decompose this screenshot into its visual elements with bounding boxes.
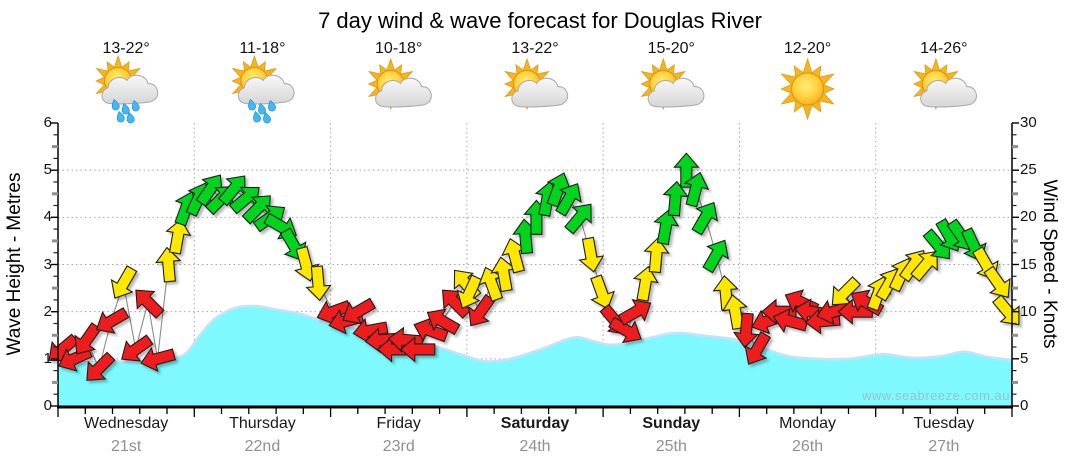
wind-arrow [744, 331, 772, 365]
wave-height-tick-label: 3 [43, 255, 52, 273]
wind-arrow [135, 289, 165, 319]
wind-arrow [691, 201, 719, 236]
wind-speed-tick-label: 0 [1020, 397, 1029, 414]
wind-speed-tick-label: 15 [1020, 255, 1037, 273]
wind-arrow [643, 237, 670, 274]
day-date-label: 26th [791, 438, 824, 455]
day-name-label: Tuesday [913, 415, 975, 432]
wave-height-tick-label: 1 [43, 349, 52, 367]
wind-arrow [653, 209, 680, 246]
day-date-label: 21st [111, 438, 142, 455]
wind-arrow [86, 351, 116, 381]
wind-arrow [95, 307, 130, 334]
wind-arrow [564, 203, 592, 235]
wind-arrow [74, 322, 102, 355]
wind-arrow [617, 299, 652, 326]
day-name-label: Wednesday [84, 415, 169, 432]
wind-arrow [555, 183, 582, 217]
day-date-label: 22nd [244, 438, 281, 455]
wave-height-tick-label: 4 [43, 208, 52, 226]
wind-arrow [983, 265, 1011, 299]
wind-speed-tick-label: 5 [1020, 349, 1029, 367]
wave-height-tick-label: 5 [43, 161, 52, 179]
sun-cloud-icon [912, 57, 977, 111]
wind-arrow [399, 336, 436, 363]
wind-arrow [590, 274, 616, 310]
day-name-label: Thursday [229, 415, 296, 432]
wind-arrow [673, 152, 700, 188]
wind-arrow [702, 239, 729, 274]
wind-speed-tick-label: 20 [1020, 208, 1037, 226]
axes [51, 122, 1019, 417]
wind-arrow [121, 334, 154, 362]
sun-cloud-rain-icon [95, 54, 159, 124]
day-name-label: Saturday [500, 415, 570, 432]
temperature-label: 14-26° [920, 40, 968, 57]
wind-speed-tick-label: 10 [1020, 302, 1037, 320]
sun-cloud-icon [640, 57, 705, 111]
wind-arrow [732, 312, 760, 349]
wind-arrow [110, 265, 138, 299]
sun-cloud-icon [504, 57, 569, 111]
day-date-label: 27th [928, 438, 960, 455]
wind-arrow [58, 345, 93, 372]
temperature-label: 10-18° [375, 40, 423, 57]
wind-arrow [721, 294, 748, 331]
wind-arrow [761, 298, 797, 325]
wave-height-tick-label: 2 [43, 302, 52, 320]
temperature-label: 12-20° [783, 40, 832, 57]
wind-speed-tick-label: 25 [1020, 161, 1037, 179]
day-name-label: Friday [376, 415, 421, 432]
day-date-label: 25th [655, 438, 687, 455]
day-date-label: 24th [519, 438, 551, 455]
wave-height-tick-label: 0 [43, 397, 52, 414]
temperature-label: 11-18° [239, 40, 286, 57]
wind-arrow [662, 180, 689, 217]
wind-arrow [578, 236, 605, 273]
temperature-label: 13-22° [102, 40, 150, 57]
day-name-label: Monday [779, 415, 837, 432]
page-title: 7 day wind & wave forecast for Douglas R… [318, 8, 762, 33]
wind-arrow [456, 274, 483, 309]
wind-arrow [632, 265, 659, 302]
watermark: www.seabreeze.com.au [861, 388, 1010, 403]
wind-arrow [140, 346, 177, 373]
wind-arrow [155, 246, 182, 283]
wind-arrows [48, 152, 1020, 381]
sun-cloud-icon [367, 57, 432, 111]
wind-speed-tick-label: 30 [1020, 114, 1037, 131]
sun-icon [780, 57, 836, 121]
wind-arrow [683, 171, 710, 208]
wave-height-area [57, 304, 1013, 406]
wind-arrow [426, 308, 461, 336]
temperature-label: 15-20° [647, 40, 695, 57]
wave-height-tick-label: 6 [43, 114, 52, 131]
temperature-label: 13-22° [511, 40, 559, 57]
wind-arrow [772, 307, 809, 334]
wind-arrow [305, 265, 332, 302]
wind-arrow [165, 218, 192, 255]
wind-arrow [342, 297, 377, 325]
wind-arrow [608, 316, 642, 344]
wind-arrow [910, 250, 938, 282]
day-date-label: 23rd [382, 438, 415, 455]
day-name-label: Sunday [642, 415, 701, 432]
sun-cloud-rain-icon [231, 54, 295, 124]
